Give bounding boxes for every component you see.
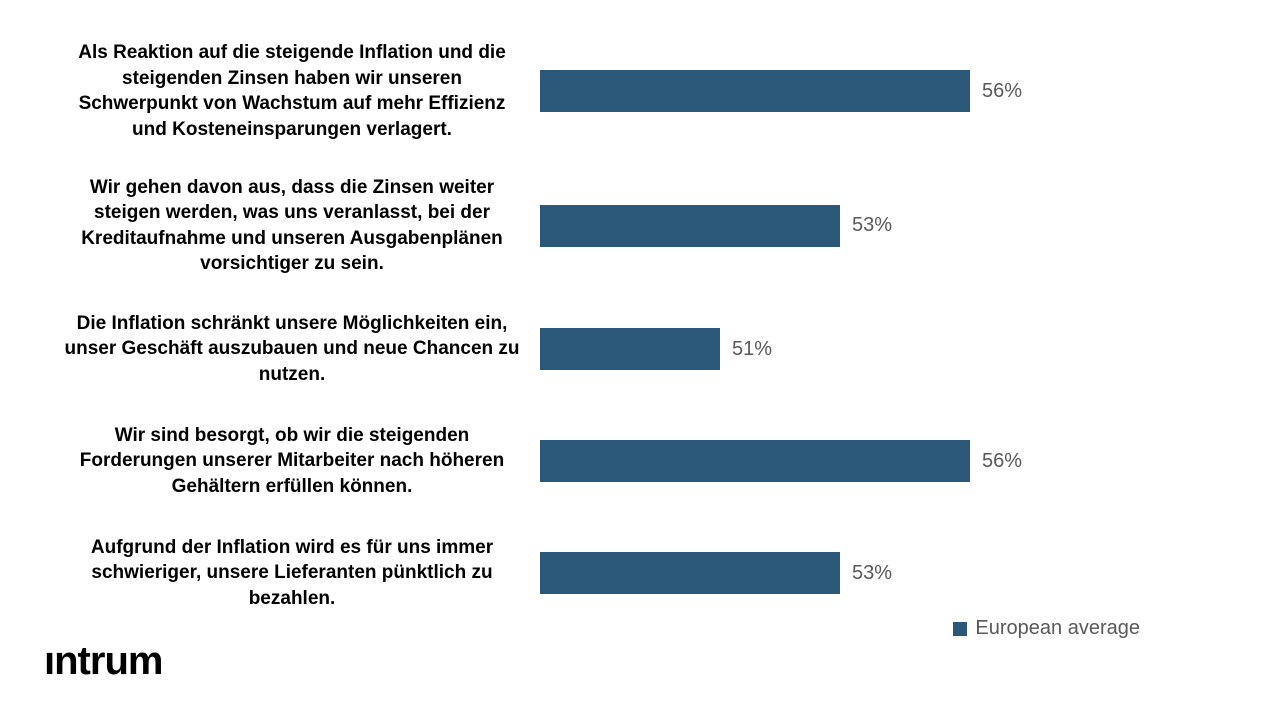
bar: [540, 70, 970, 112]
bar-area: 53%: [540, 205, 1160, 247]
chart-row: Aufgrund der Inflation wird es für uns i…: [60, 533, 1220, 613]
legend-swatch: [953, 622, 967, 636]
row-label: Wir gehen davon aus, dass die Zinsen wei…: [60, 175, 540, 278]
row-label: Als Reaktion auf die steigende Inflation…: [60, 40, 540, 143]
legend: European average: [953, 617, 1140, 640]
bar: [540, 552, 840, 594]
bar-value-label: 53%: [852, 562, 892, 585]
bar-chart: Als Reaktion auf die steigende Inflation…: [60, 40, 1220, 645]
brand-logo: ıntrum: [44, 639, 162, 684]
bar: [540, 440, 970, 482]
bar-value-label: 56%: [982, 80, 1022, 103]
bar-area: 53%: [540, 552, 1160, 594]
bar: [540, 328, 720, 370]
chart-row: Wir gehen davon aus, dass die Zinsen wei…: [60, 175, 1220, 278]
bar-value-label: 51%: [732, 338, 772, 361]
row-label: Die Inflation schränkt unsere Möglichkei…: [60, 311, 540, 388]
bar-area: 56%: [540, 440, 1160, 482]
bar-value-label: 53%: [852, 214, 892, 237]
row-label: Wir sind besorgt, ob wir die steigenden …: [60, 423, 540, 500]
bar: [540, 205, 840, 247]
bar-area: 51%: [540, 328, 1160, 370]
bar-value-label: 56%: [982, 450, 1022, 473]
chart-row: Wir sind besorgt, ob wir die steigenden …: [60, 421, 1220, 501]
bar-area: 56%: [540, 70, 1160, 112]
chart-row: Die Inflation schränkt unsere Möglichkei…: [60, 309, 1220, 389]
legend-label: European average: [975, 617, 1140, 640]
chart-row: Als Reaktion auf die steigende Inflation…: [60, 40, 1220, 143]
row-label: Aufgrund der Inflation wird es für uns i…: [60, 535, 540, 612]
